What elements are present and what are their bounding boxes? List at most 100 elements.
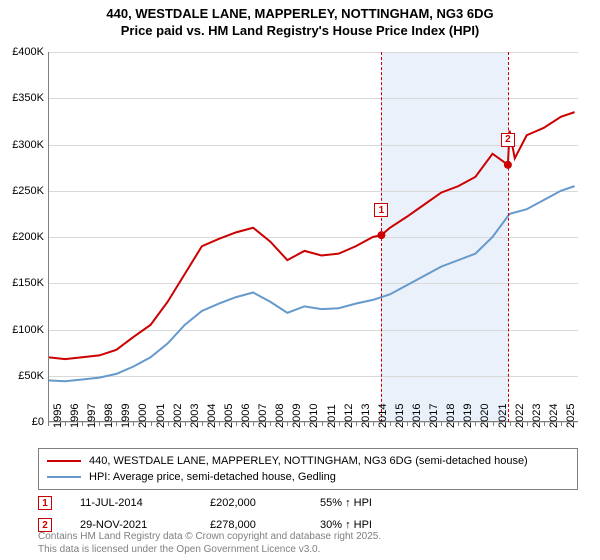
y-tick-label: £300K bbox=[12, 139, 44, 151]
x-tick-label: 2017 bbox=[428, 404, 440, 428]
legend-label-hpi: HPI: Average price, semi-detached house,… bbox=[89, 471, 336, 483]
y-tick-label: £200K bbox=[12, 231, 44, 243]
y-tick-label: £50K bbox=[18, 370, 44, 382]
marker-flag-1: 1 bbox=[374, 203, 388, 217]
marker-vline-1 bbox=[381, 52, 382, 422]
x-tick bbox=[373, 422, 374, 426]
x-tick bbox=[65, 422, 66, 426]
x-tick bbox=[236, 422, 237, 426]
x-tick-label: 2003 bbox=[189, 404, 201, 428]
x-tick-label: 2011 bbox=[326, 404, 338, 428]
series-svg bbox=[48, 52, 578, 422]
y-axis-line bbox=[48, 52, 49, 422]
footer: Contains HM Land Registry data © Crown c… bbox=[38, 531, 381, 556]
chart-container: 440, WESTDALE LANE, MAPPERLEY, NOTTINGHA… bbox=[0, 0, 600, 560]
x-tick bbox=[219, 422, 220, 426]
y-tick-label: £150K bbox=[12, 277, 44, 289]
x-tick bbox=[202, 422, 203, 426]
x-tick-label: 2009 bbox=[291, 404, 303, 428]
x-tick bbox=[475, 422, 476, 426]
marker-2-pct: 30% ↑ HPI bbox=[320, 519, 440, 531]
x-tick-label: 1996 bbox=[69, 404, 81, 428]
x-tick-label: 2013 bbox=[360, 404, 372, 428]
x-tick-label: 2001 bbox=[155, 404, 167, 428]
x-tick-label: 1998 bbox=[103, 404, 115, 428]
x-tick bbox=[151, 422, 152, 426]
x-tick bbox=[339, 422, 340, 426]
title-line-2: Price paid vs. HM Land Registry's House … bbox=[0, 23, 600, 40]
x-tick-label: 1999 bbox=[120, 404, 132, 428]
y-tick-label: £250K bbox=[12, 185, 44, 197]
legend-swatch-property bbox=[47, 460, 81, 462]
x-tick-label: 2025 bbox=[565, 404, 577, 428]
x-tick-label: 2022 bbox=[514, 404, 526, 428]
x-tick-label: 1997 bbox=[86, 404, 98, 428]
x-tick-label: 2005 bbox=[223, 404, 235, 428]
marker-2-date: 29-NOV-2021 bbox=[80, 519, 210, 531]
x-tick-label: 2004 bbox=[206, 404, 218, 428]
x-tick bbox=[544, 422, 545, 426]
legend-swatch-hpi bbox=[47, 476, 81, 478]
y-tick-label: £350K bbox=[12, 92, 44, 104]
marker-1-pct: 55% ↑ HPI bbox=[320, 497, 440, 509]
x-tick bbox=[510, 422, 511, 426]
series-line-property bbox=[48, 112, 575, 359]
marker-flag-2: 2 bbox=[501, 133, 515, 147]
x-tick bbox=[390, 422, 391, 426]
x-tick-label: 2010 bbox=[308, 404, 320, 428]
legend-label-property: 440, WESTDALE LANE, MAPPERLEY, NOTTINGHA… bbox=[89, 455, 528, 467]
x-tick bbox=[253, 422, 254, 426]
x-tick-label: 2023 bbox=[531, 404, 543, 428]
marker-detail-row-2: 2 29-NOV-2021 £278,000 30% ↑ HPI bbox=[38, 518, 578, 532]
x-tick-label: 2016 bbox=[411, 404, 423, 428]
x-tick bbox=[424, 422, 425, 426]
x-tick bbox=[441, 422, 442, 426]
x-tick-label: 2000 bbox=[137, 404, 149, 428]
x-tick bbox=[270, 422, 271, 426]
title-line-1: 440, WESTDALE LANE, MAPPERLEY, NOTTINGHA… bbox=[0, 6, 600, 23]
x-tick-label: 2020 bbox=[479, 404, 491, 428]
y-tick-label: £400K bbox=[12, 46, 44, 58]
x-tick-label: 2007 bbox=[257, 404, 269, 428]
x-tick bbox=[287, 422, 288, 426]
legend: 440, WESTDALE LANE, MAPPERLEY, NOTTINGHA… bbox=[38, 448, 578, 490]
y-tick-label: £0 bbox=[32, 416, 44, 428]
marker-badge-1: 1 bbox=[38, 496, 52, 510]
x-tick bbox=[304, 422, 305, 426]
x-tick bbox=[458, 422, 459, 426]
x-tick bbox=[356, 422, 357, 426]
x-tick-label: 2021 bbox=[497, 404, 509, 428]
x-tick bbox=[561, 422, 562, 426]
x-tick bbox=[133, 422, 134, 426]
x-tick bbox=[48, 422, 49, 426]
marker-1-date: 11-JUL-2014 bbox=[80, 497, 210, 509]
x-tick bbox=[407, 422, 408, 426]
x-tick-label: 2015 bbox=[394, 404, 406, 428]
x-tick-label: 2008 bbox=[274, 404, 286, 428]
x-tick-label: 2019 bbox=[462, 404, 474, 428]
series-line-hpi bbox=[48, 186, 575, 381]
marker-badge-2: 2 bbox=[38, 518, 52, 532]
x-tick-label: 2014 bbox=[377, 404, 389, 428]
x-tick-label: 2024 bbox=[548, 404, 560, 428]
footer-line-1: Contains HM Land Registry data © Crown c… bbox=[38, 531, 381, 544]
x-tick bbox=[322, 422, 323, 426]
x-tick bbox=[185, 422, 186, 426]
y-tick-label: £100K bbox=[12, 324, 44, 336]
x-tick-label: 2002 bbox=[172, 404, 184, 428]
title-block: 440, WESTDALE LANE, MAPPERLEY, NOTTINGHA… bbox=[0, 0, 600, 40]
x-tick-label: 2012 bbox=[343, 404, 355, 428]
plot-area: 12 bbox=[48, 52, 578, 422]
x-tick bbox=[99, 422, 100, 426]
marker-detail-row-1: 1 11-JUL-2014 £202,000 55% ↑ HPI bbox=[38, 496, 578, 510]
x-tick-label: 2018 bbox=[445, 404, 457, 428]
x-tick bbox=[82, 422, 83, 426]
marker-1-price: £202,000 bbox=[210, 497, 320, 509]
x-tick bbox=[527, 422, 528, 426]
x-tick-label: 2006 bbox=[240, 404, 252, 428]
x-tick-label: 1995 bbox=[52, 404, 64, 428]
x-tick bbox=[116, 422, 117, 426]
marker-vline-2 bbox=[508, 52, 509, 422]
legend-row-hpi: HPI: Average price, semi-detached house,… bbox=[47, 469, 569, 485]
footer-line-2: This data is licensed under the Open Gov… bbox=[38, 544, 381, 557]
